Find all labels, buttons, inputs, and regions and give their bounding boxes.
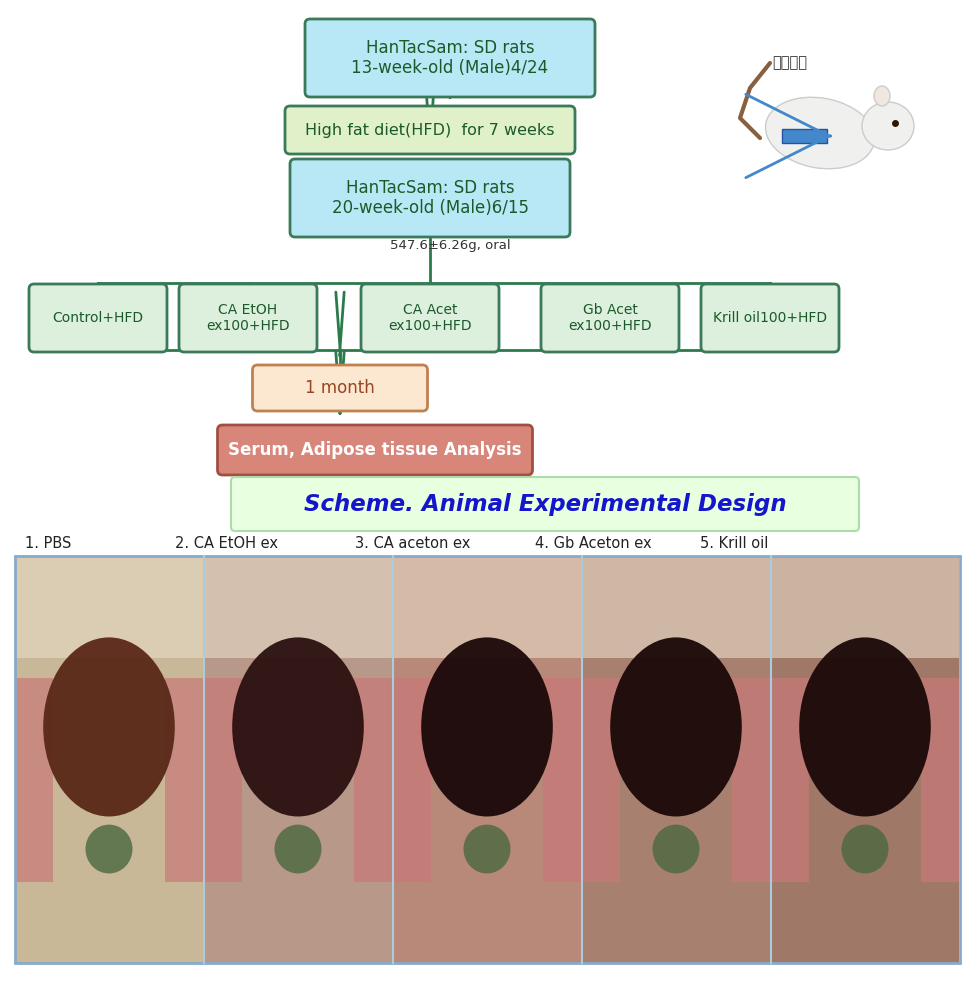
Bar [393,678,431,881]
Text: HanTacSam: SD rats
13-week-old (Male)4/24: HanTacSam: SD rats 13-week-old (Male)4/2… [352,39,548,78]
Bar [393,556,581,963]
FancyBboxPatch shape [701,284,839,352]
Bar [582,678,619,881]
Ellipse shape [463,824,511,873]
Bar [204,556,392,658]
Ellipse shape [766,97,874,169]
FancyBboxPatch shape [218,425,532,475]
Text: Scheme. Animal Experimental Design: Scheme. Animal Experimental Design [304,492,786,516]
FancyBboxPatch shape [285,106,575,154]
Bar [582,556,770,658]
Bar [921,678,959,881]
Bar [582,556,770,963]
Bar [15,678,53,881]
Bar [543,678,581,881]
FancyBboxPatch shape [290,159,570,237]
Ellipse shape [611,638,742,816]
Ellipse shape [799,638,931,816]
Bar [355,678,392,881]
Bar [771,556,959,963]
Text: 5. Krill oil: 5. Krill oil [700,536,768,551]
Bar [204,556,392,963]
Text: 4. Gb Aceton ex: 4. Gb Aceton ex [535,536,652,551]
Bar [15,556,203,963]
Text: Control+HFD: Control+HFD [53,311,144,325]
FancyBboxPatch shape [252,365,428,411]
Bar [165,678,203,881]
Text: HanTacSam: SD rats
20-week-old (Male)6/15: HanTacSam: SD rats 20-week-old (Male)6/1… [331,179,529,218]
Ellipse shape [233,638,363,816]
Ellipse shape [653,824,700,873]
Ellipse shape [841,824,888,873]
Ellipse shape [874,86,890,106]
Text: 1. PBS: 1. PBS [25,536,71,551]
Bar [204,678,241,881]
Bar [782,129,827,143]
Text: High fat diet(HFD)  for 7 weeks: High fat diet(HFD) for 7 weeks [305,123,555,138]
FancyBboxPatch shape [231,477,859,531]
Ellipse shape [421,638,553,816]
FancyBboxPatch shape [29,284,167,352]
Text: 3. CA aceton ex: 3. CA aceton ex [355,536,470,551]
Bar [771,556,959,658]
Ellipse shape [86,824,133,873]
Text: Krill oil100+HFD: Krill oil100+HFD [713,311,828,325]
Text: 경구투여: 경구투여 [773,56,808,71]
Bar [771,678,809,881]
FancyBboxPatch shape [541,284,679,352]
FancyBboxPatch shape [361,284,499,352]
FancyBboxPatch shape [179,284,317,352]
Text: Serum, Adipose tissue Analysis: Serum, Adipose tissue Analysis [229,441,522,459]
Text: Gb Acet
ex100+HFD: Gb Acet ex100+HFD [569,303,652,333]
Ellipse shape [275,824,321,873]
Text: 547.6±6.26g, oral: 547.6±6.26g, oral [390,239,510,251]
Bar [393,556,581,658]
Text: 2. CA EtOH ex: 2. CA EtOH ex [175,536,278,551]
Ellipse shape [43,638,175,816]
Text: CA EtOH
ex100+HFD: CA EtOH ex100+HFD [206,303,290,333]
Text: 1 month: 1 month [305,379,375,397]
Bar [733,678,770,881]
Bar [15,556,203,658]
Bar [15,556,960,963]
FancyBboxPatch shape [305,19,595,97]
Ellipse shape [862,102,914,150]
Text: CA Acet
ex100+HFD: CA Acet ex100+HFD [388,303,472,333]
